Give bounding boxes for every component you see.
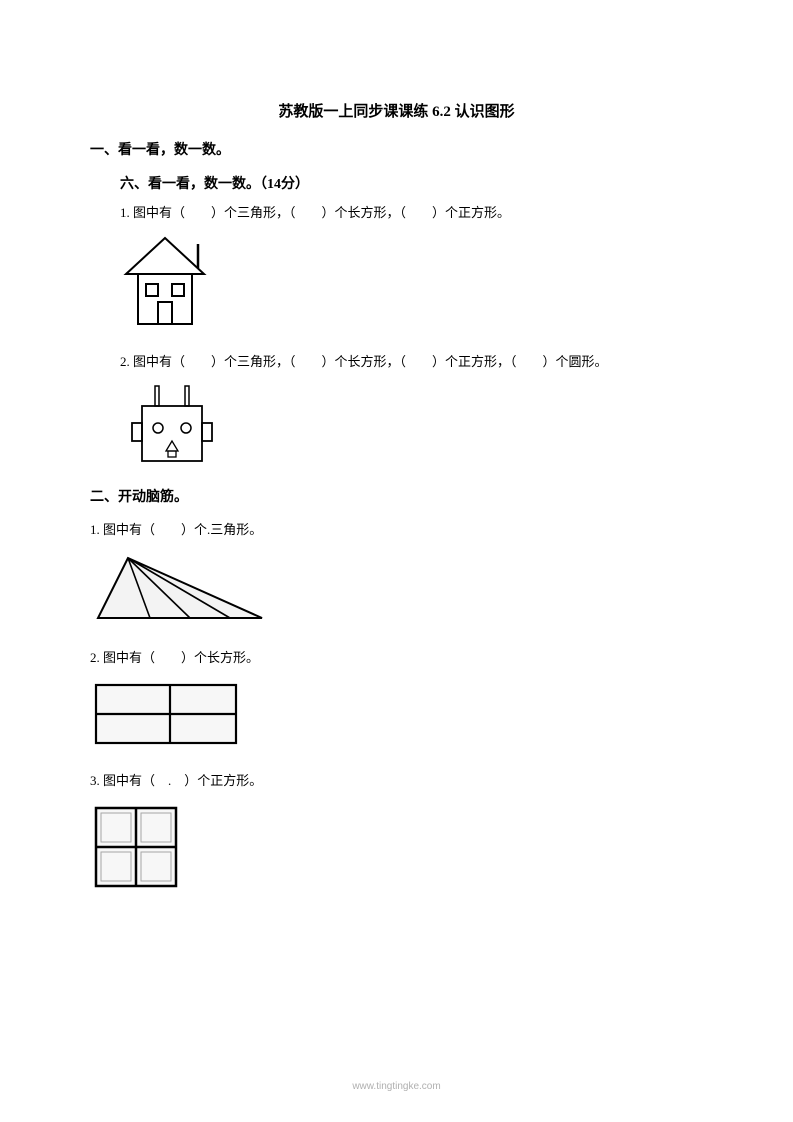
q1-1-text: 1. 图中有（ ）个三角形，（ ）个长方形，（ ）个正方形。 [120, 203, 703, 224]
figure-robot [120, 383, 703, 468]
section1-heading: 一、看一看，数一数。 [90, 139, 703, 159]
figure-rectgrid [90, 679, 703, 751]
figure-house [120, 234, 703, 334]
section1-sub: 六、看一看，数一数。（14分） [120, 173, 703, 193]
q1-2-text: 2. 图中有（ ）个三角形，（ ）个长方形，（ ）个正方形，（ ）个圆形。 [120, 352, 703, 373]
q2-2-text: 2. 图中有（ ）个长方形。 [90, 648, 703, 669]
figure-triangle [90, 550, 703, 628]
footer-url: www.tingtingke.com [0, 1081, 793, 1092]
section2-heading: 二、开动脑筋。 [90, 486, 703, 506]
q2-3-text: 3. 图中有（ . ）个正方形。 [90, 771, 703, 792]
page-title: 苏教版一上同步课课练 6.2 认识图形 [90, 100, 703, 121]
q2-1-text: 1. 图中有（ ）个.三角形。 [90, 520, 703, 541]
figure-squaregrid [90, 802, 703, 894]
